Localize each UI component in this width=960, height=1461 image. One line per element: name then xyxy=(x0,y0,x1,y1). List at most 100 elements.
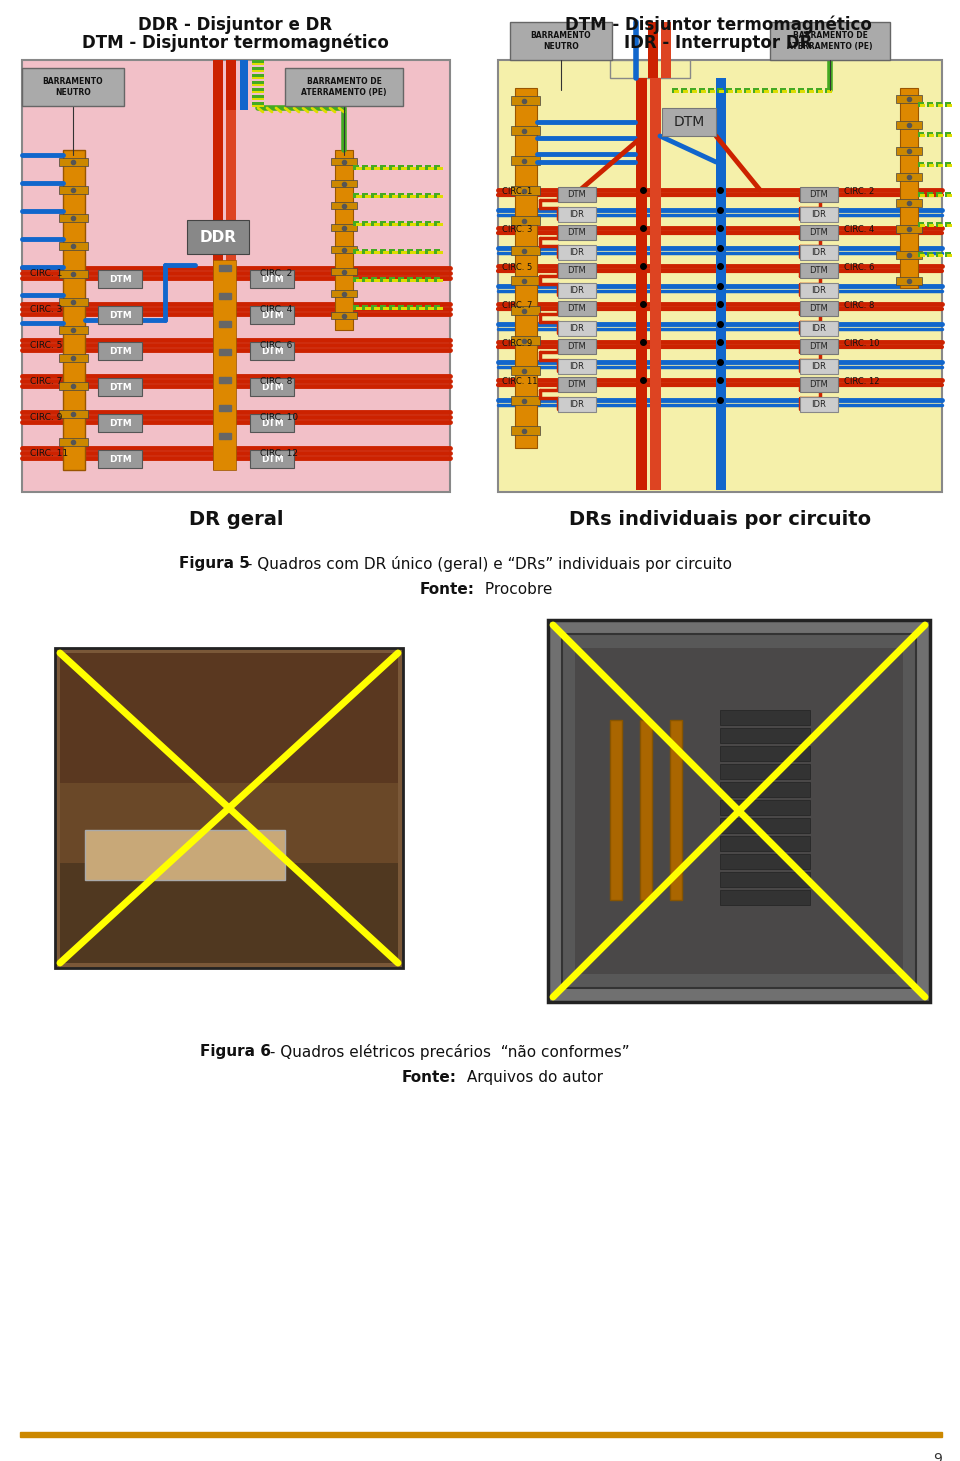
Bar xyxy=(98,305,142,324)
Text: CIRC. 12: CIRC. 12 xyxy=(844,377,879,386)
Bar xyxy=(187,221,249,254)
Bar xyxy=(362,193,368,199)
Bar xyxy=(710,91,715,94)
Bar xyxy=(683,91,688,94)
Bar xyxy=(410,167,416,169)
Text: DTM: DTM xyxy=(809,342,828,351)
Bar xyxy=(252,60,264,64)
Bar xyxy=(927,162,933,167)
Bar xyxy=(800,321,838,336)
Bar xyxy=(938,104,943,107)
Bar xyxy=(20,1432,942,1438)
Bar xyxy=(410,194,416,199)
Bar xyxy=(947,224,952,226)
Bar xyxy=(356,224,362,226)
Text: DTM: DTM xyxy=(567,380,587,389)
Text: DDR - Disjuntor e DR: DDR - Disjuntor e DR xyxy=(138,16,332,34)
Bar xyxy=(720,872,810,887)
Bar xyxy=(98,450,142,468)
Bar xyxy=(825,88,831,94)
Bar xyxy=(401,251,407,254)
Bar xyxy=(690,88,696,94)
Bar xyxy=(383,251,389,254)
Text: CIRC. 12: CIRC. 12 xyxy=(260,449,298,457)
Text: IDR: IDR xyxy=(811,362,827,371)
Bar xyxy=(575,649,903,974)
Bar xyxy=(213,60,223,110)
Bar xyxy=(896,225,922,232)
Text: CIRC. 3: CIRC. 3 xyxy=(502,225,533,234)
Text: CIRC. 11: CIRC. 11 xyxy=(502,377,538,386)
Bar xyxy=(800,263,838,278)
Bar xyxy=(762,88,768,94)
Bar xyxy=(416,278,422,282)
Bar xyxy=(398,193,404,199)
Text: BARRAMENTO
NEUTRO: BARRAMENTO NEUTRO xyxy=(42,77,104,96)
Bar xyxy=(59,298,88,305)
Bar xyxy=(755,91,760,94)
Bar xyxy=(929,224,934,226)
Bar xyxy=(252,80,264,86)
Bar xyxy=(511,216,540,225)
Bar xyxy=(947,104,952,107)
Bar xyxy=(383,307,389,310)
Text: CIRC. 4: CIRC. 4 xyxy=(844,225,875,234)
Bar xyxy=(380,278,386,282)
Bar xyxy=(558,225,596,240)
Bar xyxy=(425,305,431,310)
Bar xyxy=(407,248,413,254)
Bar xyxy=(437,279,443,282)
Bar xyxy=(389,305,395,310)
Bar xyxy=(407,165,413,169)
Bar xyxy=(362,221,368,226)
Bar xyxy=(720,818,810,833)
Bar xyxy=(945,251,951,257)
Text: DTM: DTM xyxy=(809,190,828,199)
Bar xyxy=(380,248,386,254)
Bar xyxy=(380,193,386,199)
Bar xyxy=(252,83,264,86)
Text: CIRC. 1: CIRC. 1 xyxy=(30,269,62,278)
Bar xyxy=(240,60,248,110)
Bar xyxy=(945,131,951,137)
Bar xyxy=(353,221,359,226)
Bar xyxy=(63,150,85,470)
Bar xyxy=(896,251,922,259)
Bar xyxy=(252,70,264,72)
Bar xyxy=(374,307,380,310)
Bar xyxy=(410,279,416,282)
Bar xyxy=(252,98,264,99)
Bar xyxy=(401,224,407,226)
Text: DDR: DDR xyxy=(200,229,236,244)
Bar xyxy=(374,167,380,169)
Bar xyxy=(437,251,443,254)
Bar xyxy=(920,134,925,137)
Bar xyxy=(98,342,142,359)
Text: CIRC. 6: CIRC. 6 xyxy=(844,263,875,272)
Text: CIRC. 1: CIRC. 1 xyxy=(502,187,532,196)
Bar xyxy=(728,91,733,94)
Bar xyxy=(674,91,679,94)
Bar xyxy=(425,221,431,226)
Bar xyxy=(401,279,407,282)
Bar xyxy=(515,88,537,449)
Bar xyxy=(947,194,952,197)
Bar xyxy=(800,339,838,354)
Bar xyxy=(380,221,386,226)
Text: DTM - Disjuntor termomagnético: DTM - Disjuntor termomagnético xyxy=(82,34,389,53)
Bar xyxy=(362,165,368,169)
Bar xyxy=(250,450,294,468)
Bar xyxy=(511,305,540,316)
Bar xyxy=(558,397,596,412)
Bar xyxy=(331,289,357,297)
Bar xyxy=(252,91,264,94)
Bar xyxy=(98,378,142,396)
Bar xyxy=(250,413,294,432)
Bar xyxy=(636,77,647,489)
Text: DTM: DTM xyxy=(260,311,283,320)
Bar xyxy=(416,248,422,254)
Bar xyxy=(719,91,724,94)
Bar xyxy=(98,413,142,432)
Bar xyxy=(59,381,88,390)
Bar xyxy=(662,108,716,136)
